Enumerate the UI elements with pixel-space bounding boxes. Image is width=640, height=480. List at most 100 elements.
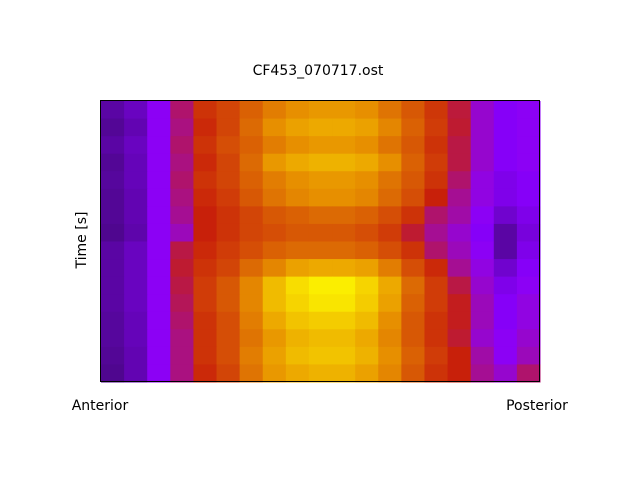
heatmap-cell (516, 329, 541, 348)
heatmap-cell (216, 294, 241, 313)
heatmap-cell (470, 223, 495, 242)
heatmap-cell (285, 276, 310, 295)
heatmap-cell (401, 136, 425, 155)
heatmap-cell (308, 241, 333, 260)
heatmap-cell (285, 346, 310, 365)
heatmap-cell (332, 206, 356, 225)
heatmap-cell (216, 259, 241, 278)
heatmap-cell (516, 346, 541, 365)
heatmap-cell (447, 101, 472, 120)
heatmap-cell (378, 294, 402, 313)
heatmap-cell (216, 206, 241, 225)
heatmap-cell (470, 329, 495, 348)
plot-frame (100, 100, 540, 382)
heatmap-cell (447, 276, 472, 295)
heatmap-cell (147, 276, 171, 295)
heatmap-cell (308, 206, 333, 225)
heatmap-cell (516, 136, 541, 155)
heatmap-cell (355, 223, 379, 242)
heatmap-cell (355, 171, 379, 190)
heatmap-cell (170, 136, 194, 155)
heatmap-cell (470, 206, 495, 225)
heatmap-cell (285, 118, 310, 137)
heatmap-cell (355, 294, 379, 313)
heatmap-cell (424, 364, 449, 383)
heatmap-cell (216, 171, 241, 190)
heatmap-cell (424, 259, 449, 278)
heatmap-cell (101, 276, 125, 295)
heatmap-cell (424, 346, 449, 365)
heatmap-cell (170, 241, 194, 260)
heatmap-cell (216, 329, 241, 348)
heatmap-cell (378, 364, 402, 383)
heatmap-cell (262, 206, 287, 225)
heatmap-cell (447, 153, 472, 172)
heatmap-cell (447, 294, 472, 313)
heatmap-cell (447, 136, 472, 155)
heatmap-cell (101, 153, 125, 172)
heatmap-cell (285, 136, 310, 155)
heatmap-cell (470, 101, 495, 120)
heatmap-cell (332, 101, 356, 120)
heatmap-cell (124, 171, 148, 190)
heatmap-cell (308, 118, 333, 137)
heatmap-cell (124, 276, 148, 295)
heatmap-cell (147, 311, 171, 330)
heatmap-cell (262, 276, 287, 295)
heatmap-cell (124, 118, 148, 137)
heatmap-cell (239, 364, 264, 383)
heatmap-cell (285, 364, 310, 383)
heatmap-cell (124, 153, 148, 172)
heatmap-cell (424, 223, 449, 242)
heatmap-cell (308, 294, 333, 313)
heatmap-cell (447, 329, 472, 348)
heatmap-cell (516, 223, 541, 242)
heatmap-cell (470, 241, 495, 260)
heatmap-cell (216, 346, 241, 365)
heatmap-cell (447, 118, 472, 137)
heatmap-cell (332, 136, 356, 155)
heatmap-cell (262, 188, 287, 207)
heatmap-cell (101, 206, 125, 225)
heatmap-cell (332, 241, 356, 260)
heatmap-cell (378, 101, 402, 120)
heatmap-cell (378, 188, 402, 207)
heatmap-cell (470, 294, 495, 313)
heatmap-cell (216, 136, 241, 155)
heatmap-cell (262, 346, 287, 365)
heatmap-cell (285, 188, 310, 207)
heatmap-cell (124, 294, 148, 313)
heatmap-cell (332, 171, 356, 190)
heatmap-cell (355, 346, 379, 365)
heatmap-cell (378, 241, 402, 260)
heatmap-cell (401, 294, 425, 313)
heatmap-cell (285, 329, 310, 348)
heatmap-cell (424, 188, 449, 207)
heatmap-cell (447, 364, 472, 383)
heatmap-cell (470, 311, 495, 330)
heatmap-cell (493, 294, 518, 313)
heatmap-cell (493, 241, 518, 260)
heatmap-cell (101, 329, 125, 348)
heatmap-cell (147, 118, 171, 137)
heatmap-cell (308, 101, 333, 120)
heatmap-cell (493, 276, 518, 295)
heatmap-cell (516, 276, 541, 295)
heatmap-cell (170, 294, 194, 313)
heatmap-cell (355, 259, 379, 278)
heatmap-cell (516, 311, 541, 330)
heatmap-cell (308, 259, 333, 278)
heatmap-cell (124, 259, 148, 278)
heatmap-cell (147, 188, 171, 207)
heatmap-cell (355, 118, 379, 137)
x-axis-label-right: Posterior (506, 398, 568, 414)
heatmap-cell (470, 171, 495, 190)
heatmap-cell (424, 276, 449, 295)
heatmap-cell (193, 241, 218, 260)
heatmap-cell (493, 223, 518, 242)
heatmap-cell (447, 311, 472, 330)
heatmap-cell (239, 101, 264, 120)
heatmap-cell (262, 223, 287, 242)
heatmap-cell (239, 311, 264, 330)
